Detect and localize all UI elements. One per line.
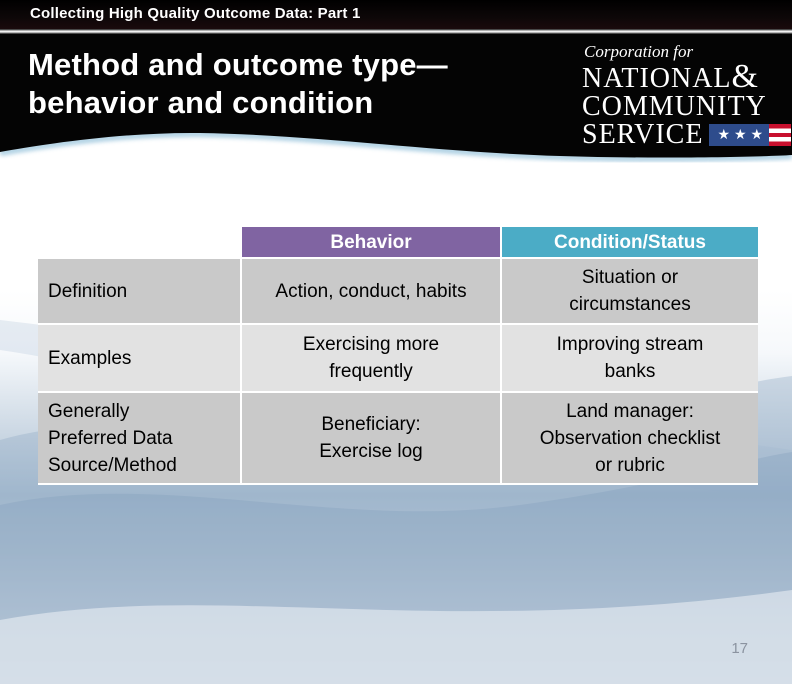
page-number: 17: [731, 640, 748, 657]
row-examples-condition: Improving stream banks: [502, 325, 758, 391]
row-source-label: Generally Preferred Data Source/Method: [38, 393, 240, 483]
logo-service-text: SERVICE: [582, 119, 704, 150]
logo-national: NATIONAL&: [582, 60, 790, 94]
logo-tagline: Corporation for: [584, 42, 694, 61]
page-title-line1: Method and outcome type—: [28, 47, 448, 82]
row-source-behavior: Beneficiary: Exercise log: [242, 393, 500, 483]
row-examples-behavior: Exercising more frequently: [242, 325, 500, 391]
header-background: [0, 34, 792, 110]
header-curve: [0, 105, 792, 162]
top-banner: Collecting High Quality Outcome Data: Pa…: [0, 0, 792, 29]
flag-stripes-icon: [769, 124, 792, 146]
page-title-line2: behavior and condition: [28, 85, 374, 120]
row-definition-label: Definition: [38, 259, 240, 323]
cncs-logo: Corporation for NATIONAL& COMMUNITY SERV…: [582, 42, 792, 150]
logo-national-text: NATIONAL: [582, 63, 732, 94]
table-header-behavior: Behavior: [242, 227, 500, 257]
logo-community: COMMUNITY: [582, 91, 767, 122]
banner-title: Collecting High Quality Outcome Data: Pa…: [30, 5, 361, 22]
flag-stars-icon: ★★★: [709, 124, 770, 146]
row-definition-condition: Situation or circumstances: [502, 259, 758, 323]
row-definition-behavior: Action, conduct, habits: [242, 259, 500, 323]
logo-ampersand: &: [731, 58, 759, 95]
page-title: Method and outcome type— behavior and co…: [28, 46, 588, 122]
outcome-type-table: Behavior Condition/Status Definition Act…: [38, 227, 758, 485]
logo-service-row: SERVICE ★★★: [582, 119, 792, 150]
table-header-blank: [38, 227, 240, 257]
banner-divider-line: [0, 29, 792, 34]
table-header-condition: Condition/Status: [502, 227, 758, 257]
flag-icon: ★★★: [709, 124, 792, 146]
row-source-condition: Land manager: Observation checklist or r…: [502, 393, 758, 483]
row-examples-label: Examples: [38, 325, 240, 391]
